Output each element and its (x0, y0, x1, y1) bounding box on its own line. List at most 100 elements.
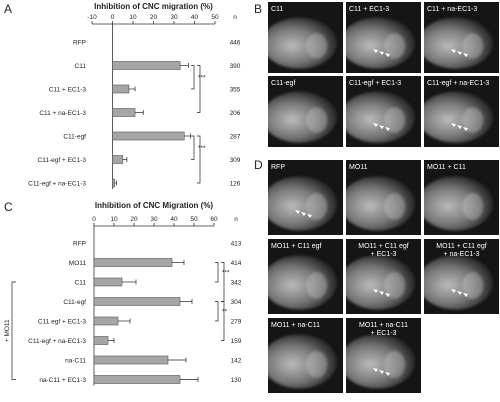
embryo-image: MO11 + C11 (424, 164, 493, 231)
n-value: 414 (231, 260, 242, 267)
d-micrograph: MO11 + C11 egf + na-EC1-3 (424, 239, 499, 314)
arrowhead-icon (451, 123, 456, 128)
micrograph-label: MO11 + C11 egf (271, 243, 322, 250)
arrowhead-icon (385, 293, 390, 297)
embryo-image: C11-egf + EC1-3 (346, 80, 415, 143)
significance-label: ** (222, 308, 228, 315)
micrograph-label: C11-egf + na-EC1-3 (427, 80, 489, 87)
n-value: 413 (231, 241, 242, 248)
micrograph-label: C11 + EC1-3 (349, 6, 389, 13)
n-header: n (234, 216, 238, 223)
arrowhead-icon (301, 212, 306, 216)
arrowhead-icon (307, 214, 312, 218)
n-value: 206 (230, 110, 241, 117)
d-micrograph: MO11 + C11 egf (268, 239, 343, 314)
panel-letter-b: B (254, 2, 263, 16)
x-tick-label: 10 (110, 216, 118, 223)
d-micrograph: RFP (268, 160, 343, 235)
significance-bracket (215, 301, 219, 322)
micrograph-label: MO11 + C11 egf (358, 243, 409, 250)
micrograph-label: RFP (271, 164, 285, 171)
x-tick-label: 60 (210, 216, 218, 223)
bar (93, 355, 169, 365)
n-value: 304 (231, 299, 242, 306)
n-value: 279 (231, 319, 242, 326)
arrowhead-icon (463, 293, 468, 297)
arrowhead-icon (379, 370, 384, 374)
arrowhead-icon (457, 51, 462, 56)
x-tick-label: 10 (129, 14, 137, 21)
category-label: C11-egf (63, 134, 86, 141)
n-value: 130 (231, 377, 242, 384)
embryo-image: C11 + na-EC1-3 (424, 6, 493, 69)
crest-region (462, 272, 484, 299)
crest-region (306, 107, 328, 133)
panel-letter-d: D (254, 158, 263, 172)
bar (112, 84, 130, 94)
x-tick-label: 0 (92, 216, 96, 223)
n-value: 355 (230, 87, 241, 94)
arrowhead-icon (463, 127, 468, 132)
micrograph-panel-d: RFP MO11 MO11 + C11 MO11 + C11 egf MO11 + C1… (268, 160, 500, 400)
significance-label: *** (198, 74, 206, 81)
category-label: MO11 (69, 260, 87, 267)
significance-bracket (197, 135, 201, 184)
significance-bracket (215, 262, 219, 283)
d-micrograph: MO11 (346, 160, 421, 235)
arrowhead-icon (451, 289, 456, 293)
arrowhead-icon (373, 368, 378, 372)
n-value: 126 (230, 181, 241, 188)
arrowhead-icon (457, 125, 462, 130)
crest-region (462, 107, 484, 133)
b-micrograph: C11-egf + EC1-3 (346, 76, 421, 147)
embryo-image: MO11 + C11 egf+ na-EC1-3 (424, 243, 493, 310)
bar (112, 61, 181, 70)
micrograph-label: C11 (271, 6, 283, 13)
embryo-image: MO11 + C11 egf+ EC1-3 (346, 243, 415, 310)
x-tick-label: 30 (170, 14, 178, 21)
panel-letter-a: A (4, 2, 13, 16)
n-value: 309 (230, 157, 241, 164)
micrograph-label: C11-egf (271, 80, 295, 87)
d-micrograph: MO11 + na-C11 (268, 318, 343, 393)
group-bracket (11, 281, 16, 380)
chart-title: Inhibition of CNC Migration (%) (95, 201, 214, 210)
arrowhead-icon (457, 291, 462, 295)
micrograph-label: MO11 + na-C11 (271, 322, 320, 329)
embryo-image: MO11 + na-C11+ EC1-3 (346, 322, 415, 389)
micrograph-label: + EC1-3 (371, 330, 397, 337)
crest-region (384, 351, 406, 378)
significance-bracket (191, 65, 195, 90)
crest-region (384, 272, 406, 299)
category-label: C11 + EC1-3 (49, 87, 87, 94)
n-value: 390 (230, 63, 241, 70)
crest-region (306, 351, 328, 378)
x-tick-label: 20 (150, 14, 158, 21)
category-label: C11 + na-EC1-3 (39, 110, 86, 117)
embryo-image: MO11 + na-C11 (268, 322, 337, 389)
bar (93, 277, 123, 287)
micrograph-label: + EC1-3 (371, 251, 397, 258)
crest-region (384, 33, 406, 59)
category-label: na-C11 (65, 358, 86, 365)
panel-letter-c: C (4, 200, 13, 214)
crest-region (306, 33, 328, 59)
category-label: RFP (73, 40, 86, 47)
arrowhead-icon (463, 53, 468, 58)
embryo-image: MO11 + C11 egf (268, 243, 337, 310)
chart-a: Inhibition of CNC migration (%) -10 0 10 20 3… (28, 2, 241, 189)
bar (112, 131, 185, 141)
crest-region (384, 193, 406, 220)
category-label: C11 (75, 280, 87, 287)
group-label: + MO11 (4, 319, 11, 342)
bar (93, 336, 109, 345)
bar (93, 297, 181, 306)
crest-region (306, 272, 328, 299)
arrowhead-icon (379, 291, 384, 295)
d-micrograph: MO11 + C11 egf + EC1-3 (346, 239, 421, 314)
arrowhead-icon (295, 210, 300, 214)
n-value: 159 (231, 338, 242, 345)
arrowhead-icon (385, 372, 390, 376)
embryo-image: MO11 (346, 164, 415, 231)
arrowhead-icon (379, 51, 384, 56)
